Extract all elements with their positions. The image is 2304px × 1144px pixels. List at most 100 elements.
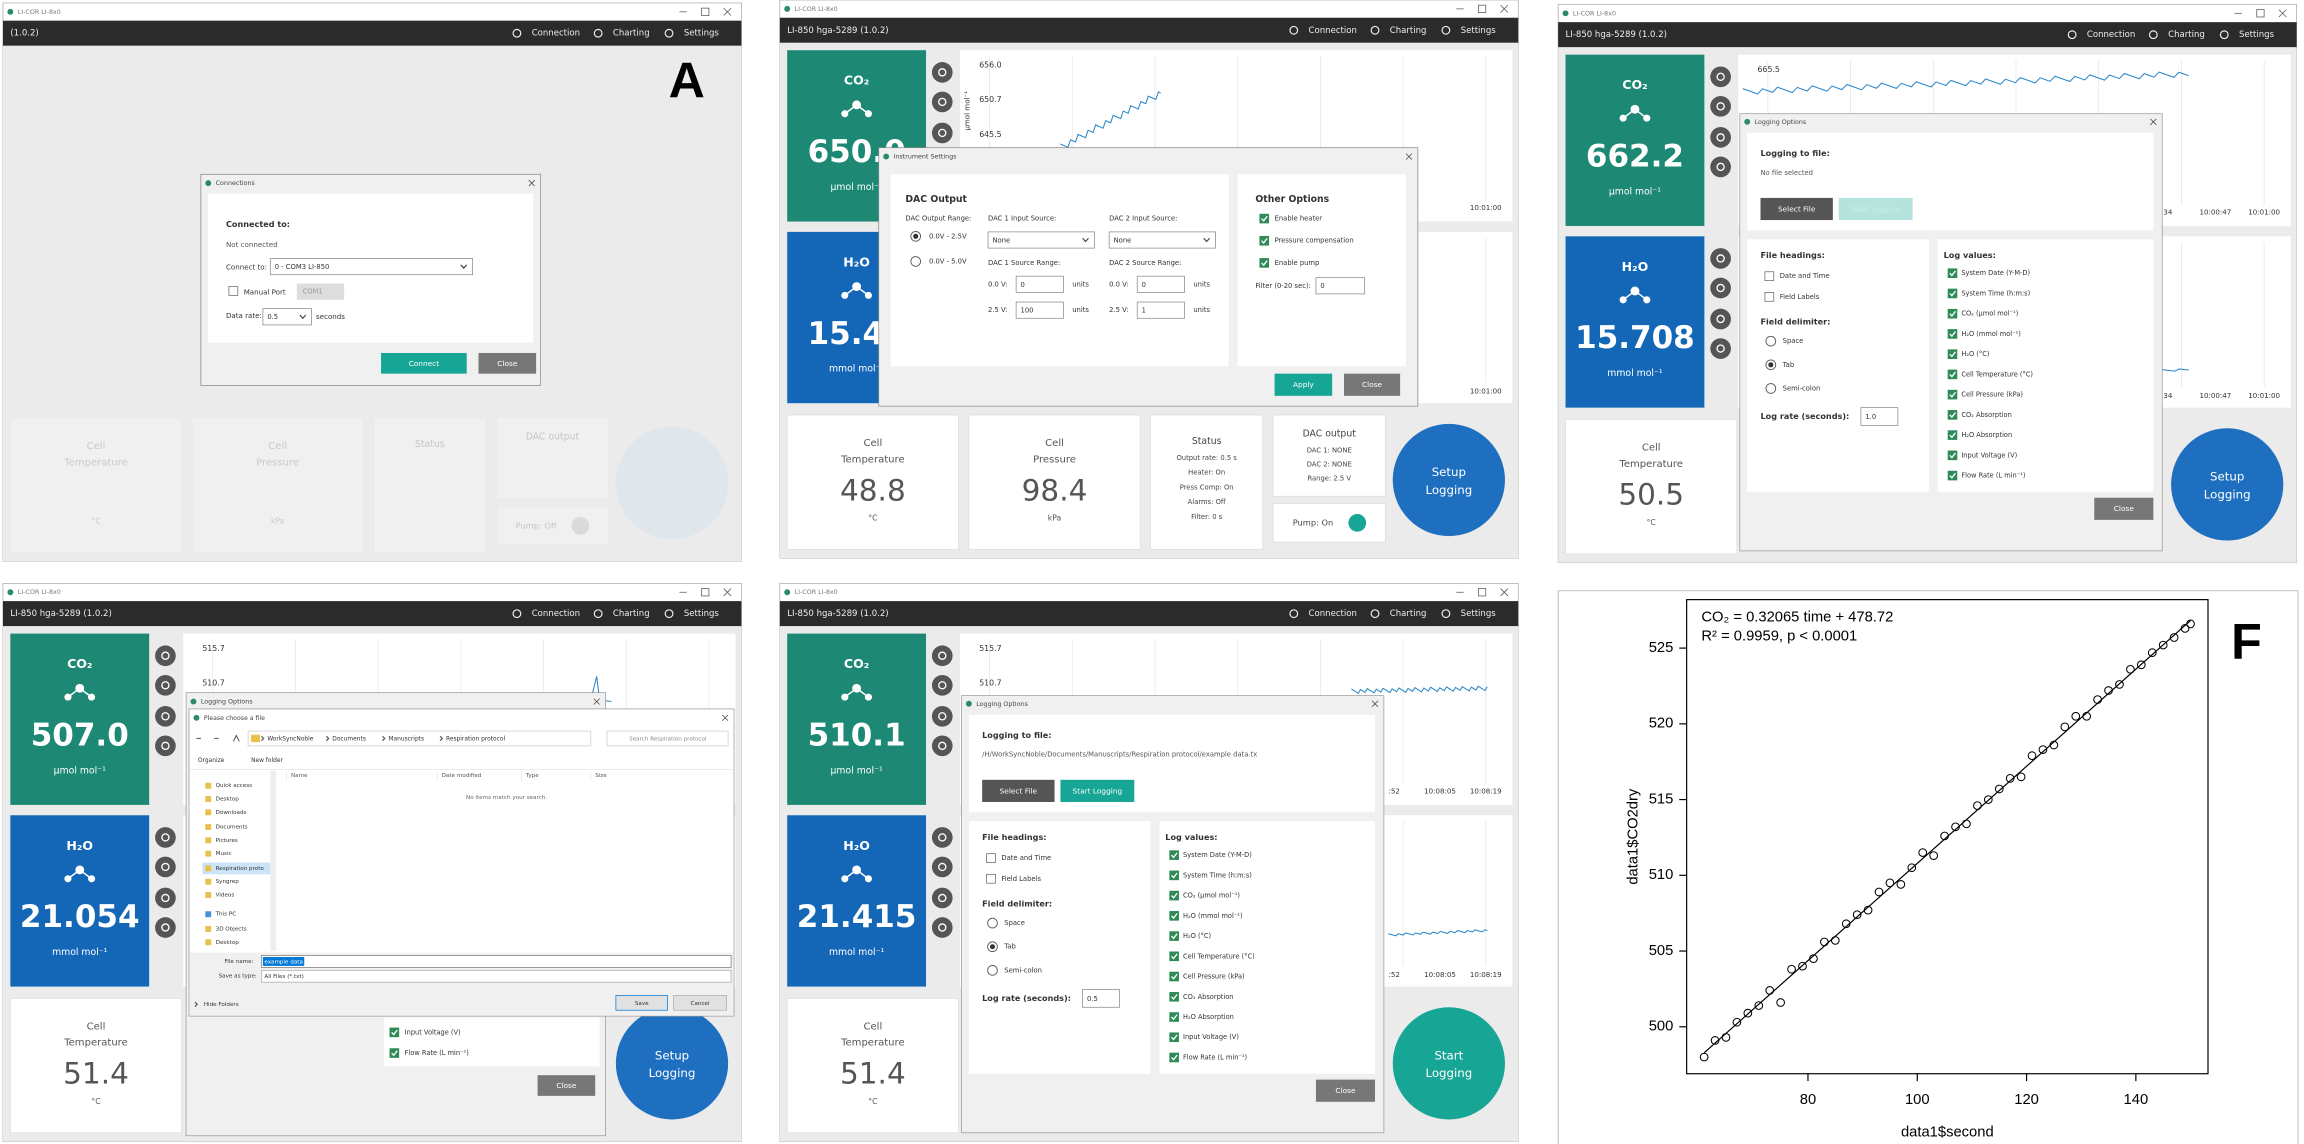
input[interactable] [1015, 275, 1064, 293]
input[interactable] [269, 258, 473, 276]
input-value[interactable]: 0.5 [267, 313, 278, 321]
tile-button[interactable] [155, 735, 176, 757]
input-value[interactable]: 1.0 [1865, 413, 1876, 421]
logging-button-label[interactable]: Logging [1425, 483, 1472, 497]
input-value[interactable]: 0 - COM3 LI-850 [275, 263, 330, 271]
tile-button[interactable] [1710, 96, 1731, 117]
breadcrumb[interactable]: Manuscripts [388, 736, 424, 742]
nav-item[interactable]: Charting [613, 609, 650, 619]
toolbar-item[interactable]: Organize [198, 758, 225, 764]
breadcrumb[interactable]: Respiration protocol [446, 736, 505, 742]
nav-item[interactable]: Settings [1461, 609, 1497, 619]
input[interactable] [1136, 301, 1185, 319]
button[interactable] [1315, 1079, 1376, 1102]
nav-item[interactable]: Charting [1390, 609, 1427, 619]
tile-button[interactable] [931, 827, 953, 848]
logging-button-label[interactable]: Setup [1432, 465, 1466, 479]
nav-item[interactable]: Settings [1461, 26, 1497, 36]
input[interactable] [1015, 301, 1064, 319]
tile-button[interactable] [1710, 338, 1731, 359]
input-value[interactable]: 0 [1320, 282, 1324, 290]
button-label[interactable]: Select File [1000, 786, 1038, 795]
checkbox[interactable] [389, 1048, 400, 1058]
checkbox[interactable] [1169, 911, 1179, 921]
pump-button[interactable] [571, 516, 590, 535]
checkbox[interactable] [1169, 971, 1179, 982]
button[interactable] [615, 995, 668, 1011]
tile-button[interactable] [931, 887, 953, 909]
tile-button[interactable] [931, 91, 953, 113]
input[interactable] [262, 308, 312, 326]
logging-button-label[interactable]: Logging [649, 1066, 696, 1080]
checkbox[interactable] [1169, 1032, 1179, 1043]
checkbox[interactable] [1947, 329, 1958, 339]
input-value[interactable]: 0 [1021, 281, 1025, 289]
input[interactable] [1082, 989, 1120, 1008]
search-box[interactable] [606, 730, 729, 747]
sidebar-item[interactable]: Music [216, 851, 232, 857]
tile-button[interactable] [1710, 248, 1731, 269]
checkbox[interactable] [1169, 1012, 1179, 1022]
sidebar-item[interactable]: Respiration proto [216, 866, 265, 872]
tile-button[interactable] [155, 887, 176, 909]
checkbox[interactable] [228, 286, 239, 296]
button-label[interactable]: Select File [1778, 204, 1816, 213]
input[interactable] [1136, 275, 1185, 293]
checkbox[interactable] [1259, 258, 1270, 268]
tile-button[interactable] [931, 645, 953, 667]
radio[interactable] [1765, 335, 1777, 347]
input-value[interactable]: None [992, 236, 1010, 244]
tile-button[interactable] [155, 674, 176, 696]
tile-button[interactable] [155, 645, 176, 667]
sidebar-item[interactable]: Pictures [216, 838, 238, 844]
checkbox[interactable] [1947, 268, 1958, 279]
input[interactable] [1315, 277, 1366, 295]
button-label[interactable]: Close [556, 1081, 577, 1090]
checkbox[interactable] [986, 853, 996, 863]
breadcrumb[interactable]: WorkSyncNoble [267, 736, 313, 742]
checkbox[interactable] [1764, 292, 1775, 302]
button-label[interactable]: Close [497, 359, 518, 368]
checkbox[interactable] [1947, 308, 1958, 319]
logging-button[interactable] [1392, 1007, 1505, 1120]
checkbox[interactable] [1947, 470, 1958, 481]
radio[interactable] [910, 256, 922, 267]
button-label[interactable]: Start Logging [1073, 786, 1123, 795]
input-value[interactable]: None [1114, 236, 1132, 244]
input[interactable] [296, 283, 345, 300]
pump-button[interactable] [1348, 513, 1367, 532]
checkbox[interactable] [1947, 450, 1958, 461]
button-label[interactable]: Apply [1293, 380, 1314, 389]
input-value[interactable]: 0.5 [1087, 995, 1098, 1003]
checkbox[interactable] [1259, 235, 1270, 246]
sidebar-item[interactable]: Documents [216, 825, 248, 831]
logging-button-label[interactable]: Setup [655, 1049, 689, 1063]
checkbox[interactable] [1947, 349, 1958, 359]
radio[interactable] [987, 965, 998, 976]
sidebar-item[interactable]: Desktop [216, 797, 240, 803]
nav-item[interactable]: Settings [684, 609, 720, 619]
tile-button[interactable] [155, 827, 176, 848]
sidebar-item[interactable]: Videos [216, 893, 235, 899]
button-label[interactable]: Save [635, 1001, 649, 1007]
checkbox[interactable] [1169, 1052, 1179, 1063]
toggle[interactable]: Hide Folders [204, 1002, 239, 1008]
logging-button[interactable] [1392, 423, 1505, 537]
button[interactable] [537, 1075, 596, 1096]
logging-button-label[interactable]: Logging [1425, 1066, 1472, 1080]
tile-button[interactable] [931, 122, 953, 144]
tile-button[interactable] [931, 674, 953, 696]
input[interactable] [1860, 407, 1899, 426]
tile-button[interactable] [931, 856, 953, 878]
button[interactable] [1344, 373, 1401, 396]
sidebar-item[interactable]: This PC [215, 912, 237, 918]
input[interactable] [261, 955, 732, 968]
nav-item[interactable]: Charting [2168, 30, 2205, 40]
checkbox[interactable] [1947, 389, 1958, 400]
tile-button[interactable] [931, 735, 953, 757]
radio[interactable] [1765, 383, 1777, 394]
tile-button[interactable] [155, 705, 176, 727]
button-label[interactable]: Close [1335, 1086, 1356, 1095]
tile-button[interactable] [1710, 156, 1731, 178]
button-label[interactable]: Close [2114, 504, 2135, 513]
